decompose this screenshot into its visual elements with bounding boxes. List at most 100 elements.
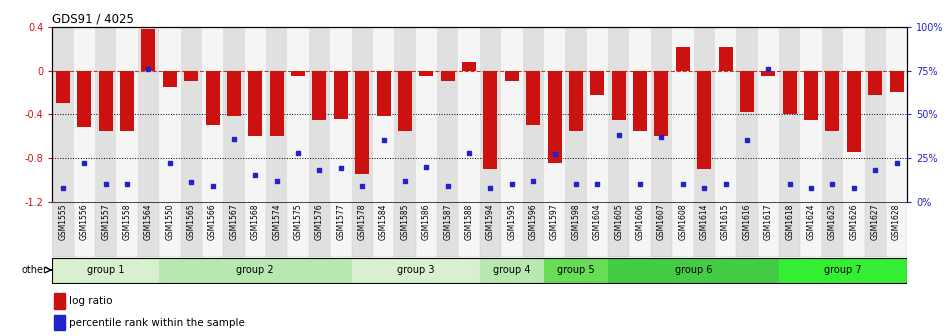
- Text: GSM1567: GSM1567: [230, 203, 238, 240]
- Bar: [740, 71, 754, 112]
- Text: GSM1558: GSM1558: [123, 203, 131, 240]
- Bar: [355, 71, 370, 174]
- Bar: [376, 71, 390, 117]
- Bar: [569, 71, 583, 131]
- Bar: [526, 71, 541, 125]
- Text: GSM1616: GSM1616: [743, 203, 751, 240]
- Bar: [587, 27, 608, 202]
- Bar: [697, 71, 712, 169]
- Bar: [202, 27, 223, 202]
- Bar: [779, 258, 907, 283]
- Text: GSM1597: GSM1597: [550, 203, 559, 240]
- Text: percentile rank within the sample: percentile rank within the sample: [69, 318, 245, 328]
- Text: GSM1574: GSM1574: [273, 203, 281, 240]
- Bar: [331, 27, 352, 202]
- Text: GSM1607: GSM1607: [657, 203, 666, 240]
- Text: GSM1566: GSM1566: [208, 203, 217, 240]
- Bar: [822, 27, 844, 202]
- Bar: [543, 27, 565, 202]
- Bar: [864, 27, 886, 202]
- Bar: [608, 202, 629, 257]
- Bar: [160, 202, 180, 257]
- Text: GSM1555: GSM1555: [59, 203, 67, 240]
- Bar: [655, 71, 669, 136]
- Bar: [160, 27, 180, 202]
- Bar: [248, 71, 262, 136]
- Text: GSM1605: GSM1605: [615, 203, 623, 240]
- Bar: [138, 202, 160, 257]
- Bar: [95, 202, 116, 257]
- Bar: [437, 202, 458, 257]
- Bar: [822, 202, 844, 257]
- Text: GSM1615: GSM1615: [721, 203, 730, 240]
- Bar: [718, 47, 732, 71]
- Bar: [54, 315, 65, 331]
- Bar: [352, 202, 372, 257]
- Bar: [885, 202, 907, 257]
- Bar: [504, 71, 519, 82]
- Text: group 6: group 6: [674, 265, 712, 275]
- Bar: [227, 71, 241, 117]
- Text: GSM1627: GSM1627: [871, 203, 880, 240]
- Bar: [502, 202, 522, 257]
- Text: GSM1617: GSM1617: [764, 203, 772, 240]
- Bar: [223, 27, 245, 202]
- Bar: [56, 71, 70, 103]
- Bar: [416, 202, 437, 257]
- Bar: [736, 27, 758, 202]
- Bar: [675, 47, 690, 71]
- Bar: [459, 27, 480, 202]
- Text: GSM1576: GSM1576: [315, 203, 324, 240]
- Bar: [543, 202, 565, 257]
- Text: GSM1575: GSM1575: [294, 203, 302, 240]
- Bar: [565, 202, 586, 257]
- Bar: [52, 202, 74, 257]
- Bar: [95, 27, 116, 202]
- Bar: [180, 27, 201, 202]
- Bar: [715, 27, 736, 202]
- Bar: [543, 258, 608, 283]
- Bar: [801, 27, 822, 202]
- Text: GSM1618: GSM1618: [786, 203, 794, 240]
- Text: GSM1604: GSM1604: [593, 203, 601, 240]
- Text: group 4: group 4: [493, 265, 530, 275]
- Text: GSM1626: GSM1626: [849, 203, 858, 240]
- Bar: [333, 71, 348, 119]
- Bar: [608, 258, 779, 283]
- Bar: [352, 258, 480, 283]
- Bar: [313, 71, 327, 120]
- Bar: [633, 71, 647, 131]
- Bar: [223, 202, 245, 257]
- Bar: [736, 202, 758, 257]
- Bar: [372, 202, 394, 257]
- Bar: [889, 71, 903, 92]
- Bar: [864, 202, 885, 257]
- Bar: [612, 71, 626, 120]
- Bar: [266, 27, 287, 202]
- Bar: [52, 27, 74, 202]
- Bar: [844, 27, 864, 202]
- Text: group 3: group 3: [397, 265, 434, 275]
- Bar: [547, 71, 561, 163]
- Text: GSM1585: GSM1585: [401, 203, 409, 240]
- Bar: [522, 27, 543, 202]
- Text: GSM1586: GSM1586: [422, 203, 430, 240]
- Text: GSM1598: GSM1598: [572, 203, 580, 240]
- Bar: [608, 27, 630, 202]
- Text: GSM1628: GSM1628: [892, 203, 901, 240]
- Bar: [629, 202, 651, 257]
- Bar: [142, 29, 156, 71]
- Text: GSM1596: GSM1596: [529, 203, 538, 240]
- Bar: [394, 27, 416, 202]
- Bar: [309, 202, 331, 257]
- Text: GSM1594: GSM1594: [486, 203, 495, 240]
- Bar: [201, 202, 223, 257]
- Text: GSM1625: GSM1625: [828, 203, 837, 240]
- Bar: [846, 71, 861, 153]
- Bar: [761, 71, 775, 76]
- Bar: [270, 71, 284, 136]
- Bar: [205, 71, 219, 125]
- Text: GSM1584: GSM1584: [379, 203, 388, 240]
- Text: GSM1550: GSM1550: [165, 203, 174, 240]
- Bar: [783, 71, 797, 114]
